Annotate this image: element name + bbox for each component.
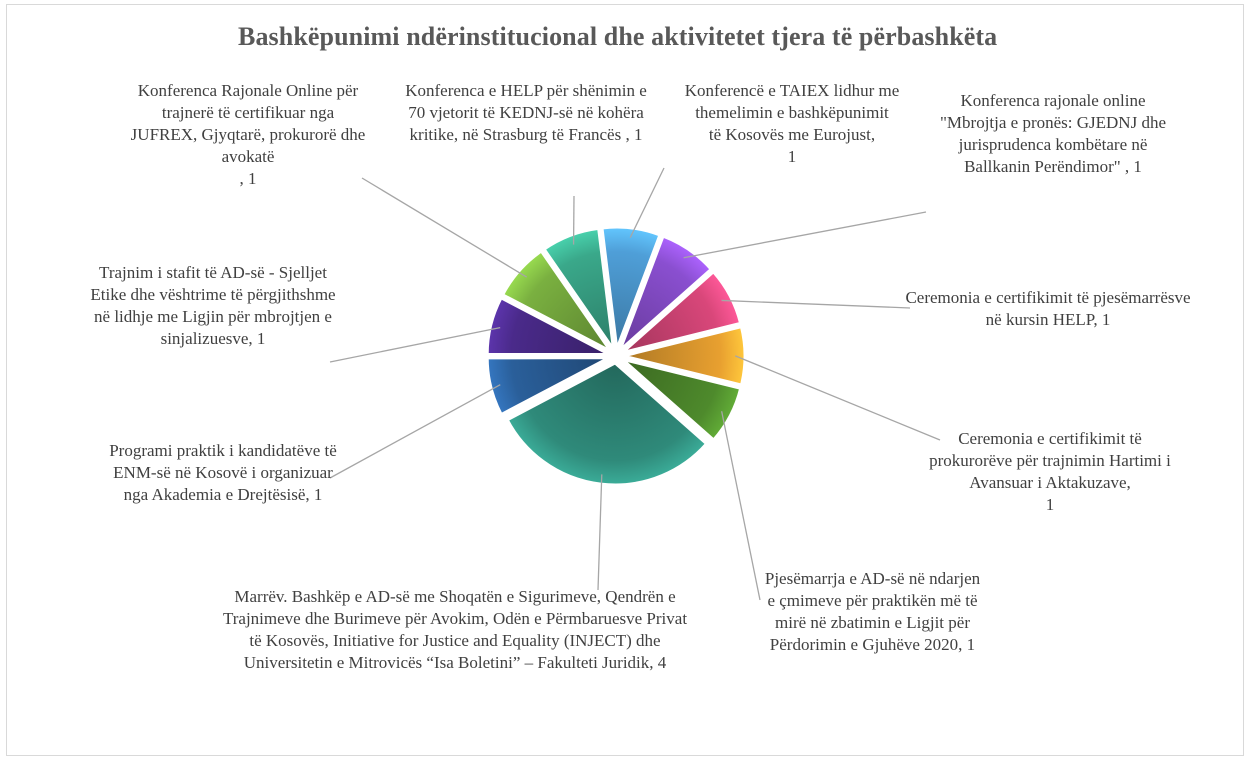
slice-label-jufrex: Konferenca Rajonale Online për trajnerë … — [130, 81, 366, 188]
leader-line-0 — [629, 167, 665, 238]
leader-line-3 — [734, 355, 941, 441]
slice-label-sinjalizuesve: Trajnim i stafit të AD-së - Sjelljet Eti… — [90, 263, 336, 348]
leader-line-6 — [329, 384, 501, 479]
slice-label-enm: Programi praktik i kandidatëve të ENM-së… — [109, 441, 337, 504]
pie-slice-2 — [621, 269, 743, 355]
pie-slice-0 — [600, 225, 662, 350]
pie-slice-8 — [500, 248, 612, 353]
slice-label-gjednj: Konferenca rajonale online "Mbrojtja e p… — [939, 91, 1166, 176]
slice-label-help-ceremony: Ceremonia e certifikimit të pjesëmarrësv… — [905, 288, 1191, 329]
leader-line-8 — [361, 177, 527, 278]
leader-line-5 — [597, 474, 603, 591]
slice-label-marrev: Marrëv. Bashkëp e AD-së me Shoqatën e Si… — [222, 587, 688, 672]
pie-slice-1 — [618, 234, 714, 352]
leader-line-4 — [721, 411, 761, 601]
slice-label-gjuheve: Pjesëmarrja e AD-së në ndarjen e çmimeve… — [764, 569, 981, 654]
pie-slice-7 — [485, 295, 610, 357]
slice-label-taiex: Konferencë e TAIEX lidhur me themelimin … — [684, 81, 900, 166]
pie-slice-6 — [485, 356, 610, 417]
leader-line-2 — [721, 299, 911, 309]
slice-label-aktakuzave: Ceremonia e certifikimit të prokurorëve … — [929, 429, 1171, 514]
pie-slice-5 — [505, 361, 709, 487]
leader-line-7 — [329, 326, 501, 363]
chart-title: Bashkëpunimi ndërinstitucional dhe aktiv… — [238, 22, 998, 51]
leader-line-1 — [683, 211, 927, 259]
pie-slice-4 — [621, 357, 743, 443]
slice-label-help-conference: Konferenca e HELP për shënimin e 70 vjet… — [405, 81, 647, 144]
pie-center-highlight — [610, 350, 622, 362]
pie-slice-3 — [622, 324, 747, 387]
pie-slice-9 — [541, 226, 615, 351]
